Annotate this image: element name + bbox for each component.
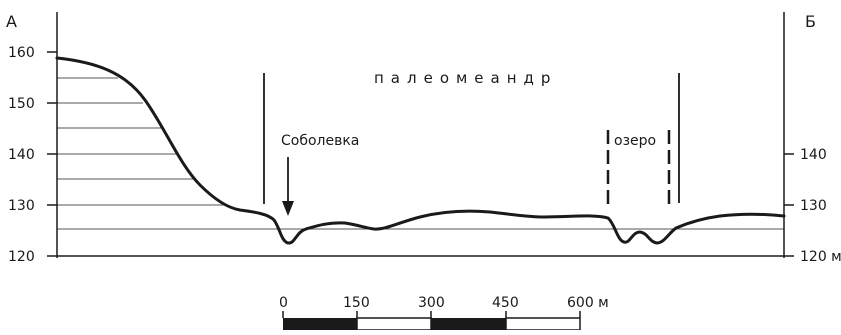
scale-segment-1 — [283, 318, 357, 330]
right-tick-label-130: 130 — [800, 198, 827, 214]
corner-label-right: Б — [805, 12, 816, 31]
scale-label-600: 600 м — [567, 295, 609, 311]
village-label: Соболевка — [281, 133, 359, 149]
lake-label: озеро — [614, 133, 656, 149]
scale-segment-2 — [356, 317, 432, 331]
scale-label-300: 300 — [418, 295, 445, 311]
left-tick-label-120: 120 — [8, 249, 35, 265]
corner-label-left: А — [6, 12, 17, 31]
left-tick-label-130: 130 — [8, 198, 35, 214]
paleomeander-label: палеомеандр — [374, 69, 557, 87]
right-tick-label-140: 140 — [800, 147, 827, 163]
right-tick-label-120: 120 м — [800, 249, 841, 265]
left-tick-label-140: 140 — [8, 147, 35, 163]
scale-segment-4 — [505, 317, 581, 331]
scale-segment-3 — [431, 318, 506, 330]
scale-label-0: 0 — [279, 295, 288, 311]
scale-bar: 0 150 300 450 600 м — [279, 295, 609, 331]
scale-label-150: 150 — [343, 295, 370, 311]
right-axis-ticks — [784, 153, 794, 257]
terrain-profile-line — [55, 56, 786, 245]
scale-label-450: 450 — [492, 295, 519, 311]
village-arrow-head — [282, 201, 294, 216]
left-axis-ticks — [47, 51, 57, 257]
left-tick-label-160: 160 — [8, 45, 35, 61]
slope-hatching — [57, 77, 225, 206]
left-tick-label-150: 150 — [8, 96, 35, 112]
